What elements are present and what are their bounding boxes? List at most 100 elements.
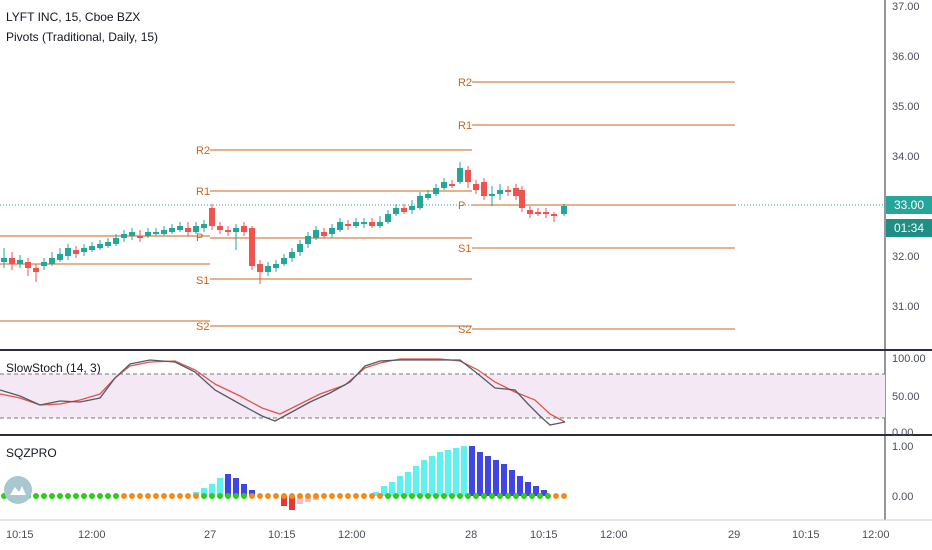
candle-body	[49, 258, 55, 264]
candle-body	[519, 190, 525, 208]
time-tick: 12:00	[338, 529, 366, 541]
sqz-axis[interactable]: 1.00 0.00	[892, 441, 913, 503]
sqz-dot	[337, 493, 343, 499]
candle-body	[513, 188, 519, 196]
sqz-dot	[65, 493, 71, 499]
sqz-dot	[545, 493, 551, 499]
sqz-dot	[313, 493, 319, 499]
sqz-dot	[489, 493, 495, 499]
candle-body	[129, 232, 135, 236]
candle-body	[105, 242, 111, 246]
sqz-bar	[429, 456, 435, 496]
sqz-dot	[369, 493, 375, 499]
candle-body	[377, 222, 383, 226]
candle-body	[25, 262, 31, 268]
sqz-bar	[445, 450, 451, 496]
pivot-label-s2-day1: S2	[196, 321, 209, 333]
candle-body	[209, 208, 215, 226]
sqz-dot	[505, 493, 511, 499]
sqz-dot	[417, 493, 423, 499]
stoch-legend[interactable]: SlowStoch (14, 3)	[6, 361, 101, 375]
candlestick-series[interactable]	[1, 162, 567, 284]
sqz-dot	[193, 493, 199, 499]
pivot-labels: P S1 S2 R2 R1 P R2 R1 S1 S2	[196, 77, 472, 336]
candle-body	[97, 244, 103, 248]
time-axis[interactable]: 10:15 12:00 27 10:15 12:00 28 10:15 12:0…	[6, 529, 890, 541]
candle-body	[393, 208, 399, 214]
stoch-tick-0: 0.00	[892, 427, 913, 439]
sqz-dot	[137, 493, 143, 499]
sqz-bar	[389, 482, 395, 496]
candle-body	[417, 196, 423, 208]
price-tick-37: 37.00	[892, 1, 920, 13]
candle-body	[65, 248, 71, 256]
candle-body	[481, 182, 487, 196]
sqz-bar	[533, 486, 539, 496]
time-tick: 12:00	[600, 529, 628, 541]
candle-body	[121, 234, 127, 238]
sqz-dot	[161, 493, 167, 499]
candle-body	[33, 268, 39, 272]
sqz-dot	[41, 493, 47, 499]
candle-body	[185, 228, 191, 232]
candle-body	[551, 214, 557, 216]
time-tick: 28	[465, 529, 477, 541]
time-tick: 12:00	[862, 529, 890, 541]
candle-body	[41, 262, 47, 266]
candle-body	[441, 182, 447, 188]
sqz-dot	[33, 493, 39, 499]
stoch-tick-50: 50.00	[892, 391, 920, 403]
sqz-legend[interactable]: SQZPRO	[6, 446, 57, 460]
sqz-dot	[209, 493, 215, 499]
sqz-dot	[169, 493, 175, 499]
candle-body	[169, 228, 175, 232]
tradingview-logo-icon[interactable]	[4, 476, 32, 504]
candle-body	[401, 208, 407, 212]
sqz-dot	[153, 493, 159, 499]
stoch-axis[interactable]: 100.00 50.00 0.00	[892, 353, 926, 439]
candle-body	[337, 222, 343, 230]
time-tick: 10:15	[6, 529, 34, 541]
candle-body	[177, 226, 183, 230]
candle-body	[161, 230, 167, 234]
candle-body	[17, 260, 23, 264]
sqz-histogram	[1, 446, 567, 510]
sqz-dot	[121, 493, 127, 499]
sqz-bar	[373, 492, 379, 496]
symbol-legend[interactable]: LYFT INC, 15, Cboe BZX	[6, 10, 141, 24]
sqz-dot	[225, 493, 231, 499]
pivot-label-p-day3: P	[458, 200, 465, 212]
candle-body	[353, 222, 359, 226]
stoch-d-line	[0, 358, 566, 423]
sqz-bar	[413, 466, 419, 496]
price-axis[interactable]: 37.00 36.00 35.00 34.00 32.00 31.00	[892, 1, 920, 313]
sqz-dot	[281, 493, 287, 499]
candle-body	[257, 264, 263, 272]
candle-body	[489, 194, 495, 196]
candle-body	[385, 214, 391, 222]
candle-body	[473, 184, 479, 190]
sqz-dot	[265, 493, 271, 499]
sqz-dot	[81, 493, 87, 499]
sqz-dot	[177, 493, 183, 499]
sqz-bar	[233, 478, 239, 496]
pivot-label-r1-day2: R1	[196, 186, 210, 198]
sqz-dot	[113, 493, 119, 499]
candle-body	[73, 250, 79, 254]
sqz-dot	[385, 493, 391, 499]
pivot-label-s2-day3: S2	[458, 324, 471, 336]
candle-body	[369, 222, 375, 226]
candle-body	[145, 232, 151, 236]
candle-body	[281, 258, 287, 264]
sqz-dot	[273, 493, 279, 499]
sqz-bar	[477, 452, 483, 496]
sqz-dot	[553, 493, 559, 499]
time-tick: 10:15	[792, 529, 820, 541]
pivots-legend[interactable]: Pivots (Traditional, Daily, 15)	[6, 30, 159, 44]
sqz-dot	[105, 493, 111, 499]
sqz-bar	[509, 470, 515, 496]
time-tick: 29	[728, 529, 740, 541]
sqz-bar	[421, 460, 427, 496]
price-tick-31: 31.00	[892, 301, 920, 313]
